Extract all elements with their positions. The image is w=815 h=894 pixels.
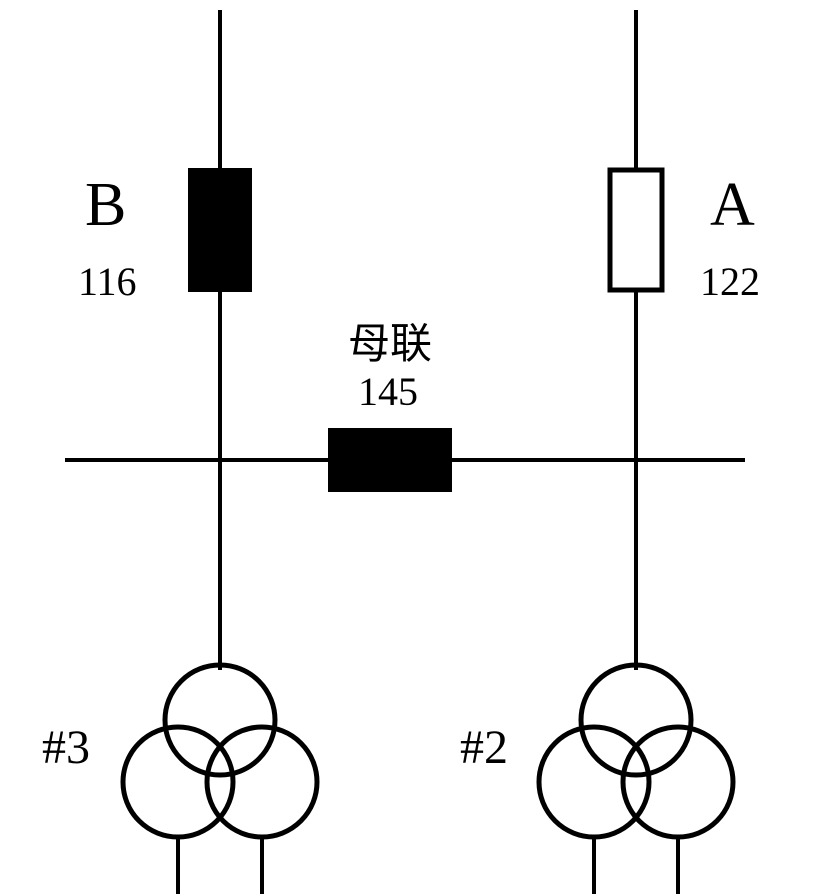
transformer-3 xyxy=(123,665,317,837)
transformer-2-label: #2 xyxy=(460,720,508,775)
breaker-b-value: 116 xyxy=(78,258,137,305)
breaker-a xyxy=(610,170,662,290)
tie-breaker xyxy=(330,430,450,490)
tie-breaker-label: 母联 xyxy=(348,310,432,371)
breaker-a-value: 122 xyxy=(700,258,760,305)
tie-breaker-value: 145 xyxy=(358,368,418,415)
transformer-3-label: #3 xyxy=(42,720,90,775)
breaker-b-label: B xyxy=(85,170,126,241)
breaker-a-label: A xyxy=(710,170,755,241)
breaker-b xyxy=(190,170,250,290)
transformer-2 xyxy=(539,665,733,837)
electrical-diagram xyxy=(0,0,815,894)
